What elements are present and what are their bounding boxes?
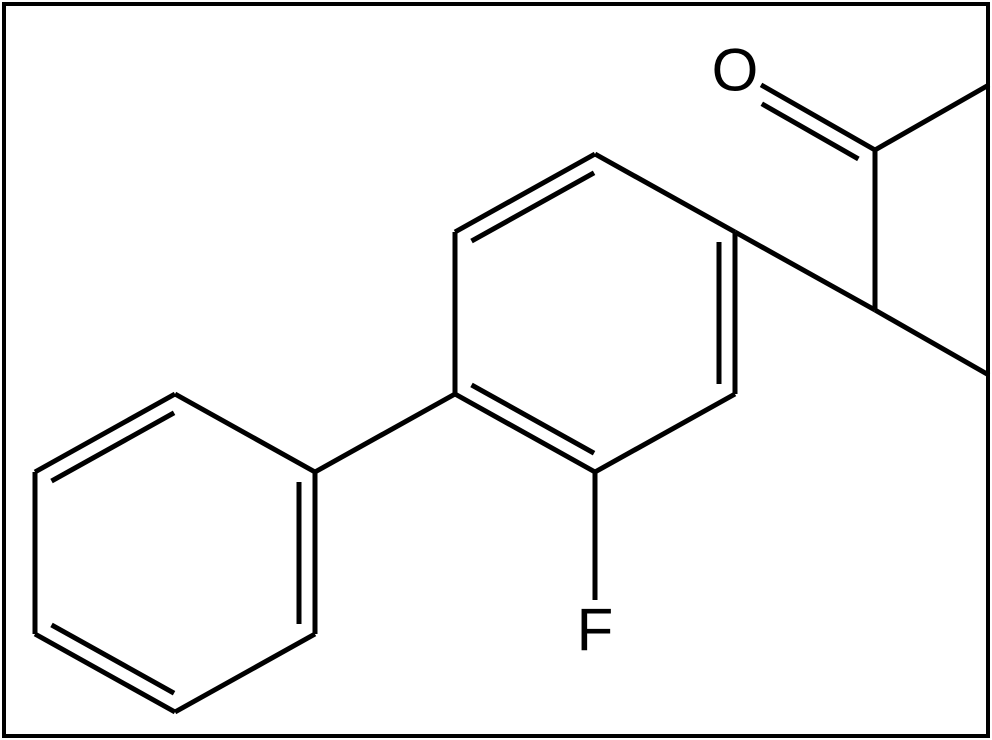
frame-border xyxy=(4,4,988,736)
molecule-diagram: OOHCH3F xyxy=(0,0,992,740)
atom-label-O_carbonyl: O xyxy=(712,37,759,104)
atom-label-F: F xyxy=(577,597,614,664)
